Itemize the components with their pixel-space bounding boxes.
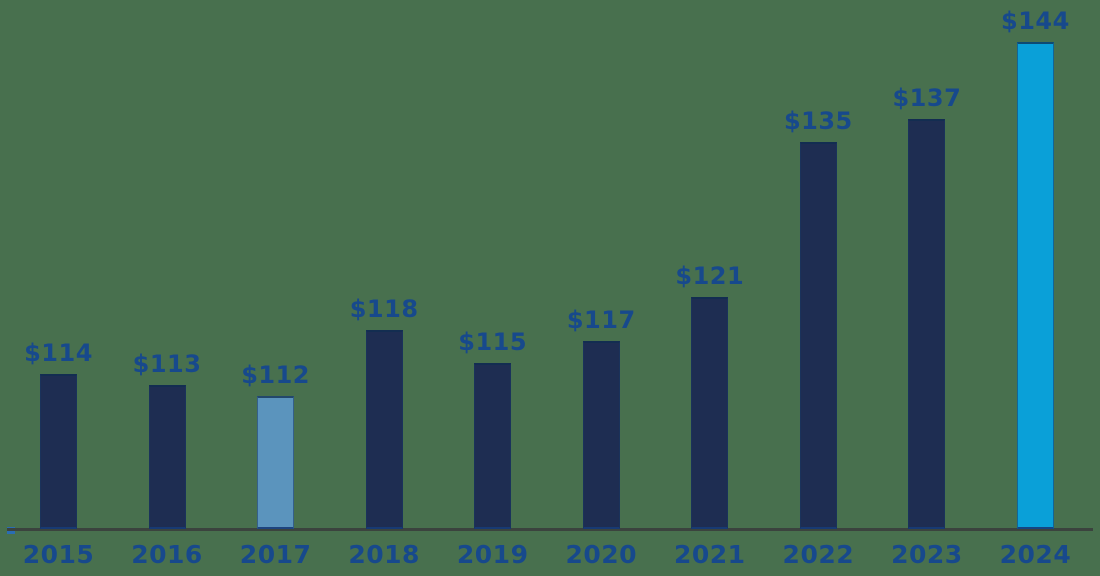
value-label-2023: $137 [892, 84, 962, 112]
x-tick-label-2023: 2023 [891, 540, 963, 569]
value-label-2020: $117 [566, 306, 636, 334]
x-tick-label-2018: 2018 [348, 540, 420, 569]
x-tick-label-2019: 2019 [456, 540, 529, 569]
bar-2023 [908, 119, 946, 529]
bar-2018 [365, 330, 403, 529]
value-label-2019: $115 [458, 328, 528, 356]
bar-2015 [40, 374, 77, 529]
x-tick-label-2015: 2015 [22, 540, 95, 569]
value-label-2024: $144 [1001, 7, 1070, 35]
value-label-2021: $121 [675, 262, 745, 290]
x-tick-label-2020: 2020 [565, 540, 638, 569]
x-tick-label-2021: 2021 [674, 540, 746, 569]
value-label-2017: $112 [241, 361, 310, 389]
x-tick-label-2016: 2016 [131, 540, 203, 569]
bar-2016 [148, 385, 186, 529]
x-axis-line [7, 528, 1093, 531]
value-label-2015: $114 [24, 339, 93, 367]
bar-2022 [799, 142, 837, 529]
bar-2017 [257, 396, 295, 529]
value-label-2018: $118 [349, 295, 419, 323]
bar-2019 [474, 363, 512, 529]
bar-2021 [691, 297, 729, 529]
value-label-2016: $113 [132, 350, 202, 378]
x-tick-label-2024: 2024 [999, 540, 1072, 569]
bar-2024 [1016, 42, 1054, 529]
bar-2020 [582, 341, 620, 529]
value-label-2022: $135 [783, 107, 853, 135]
x-tick-label-2017: 2017 [239, 540, 312, 569]
x-tick-label-2022: 2022 [782, 540, 855, 569]
